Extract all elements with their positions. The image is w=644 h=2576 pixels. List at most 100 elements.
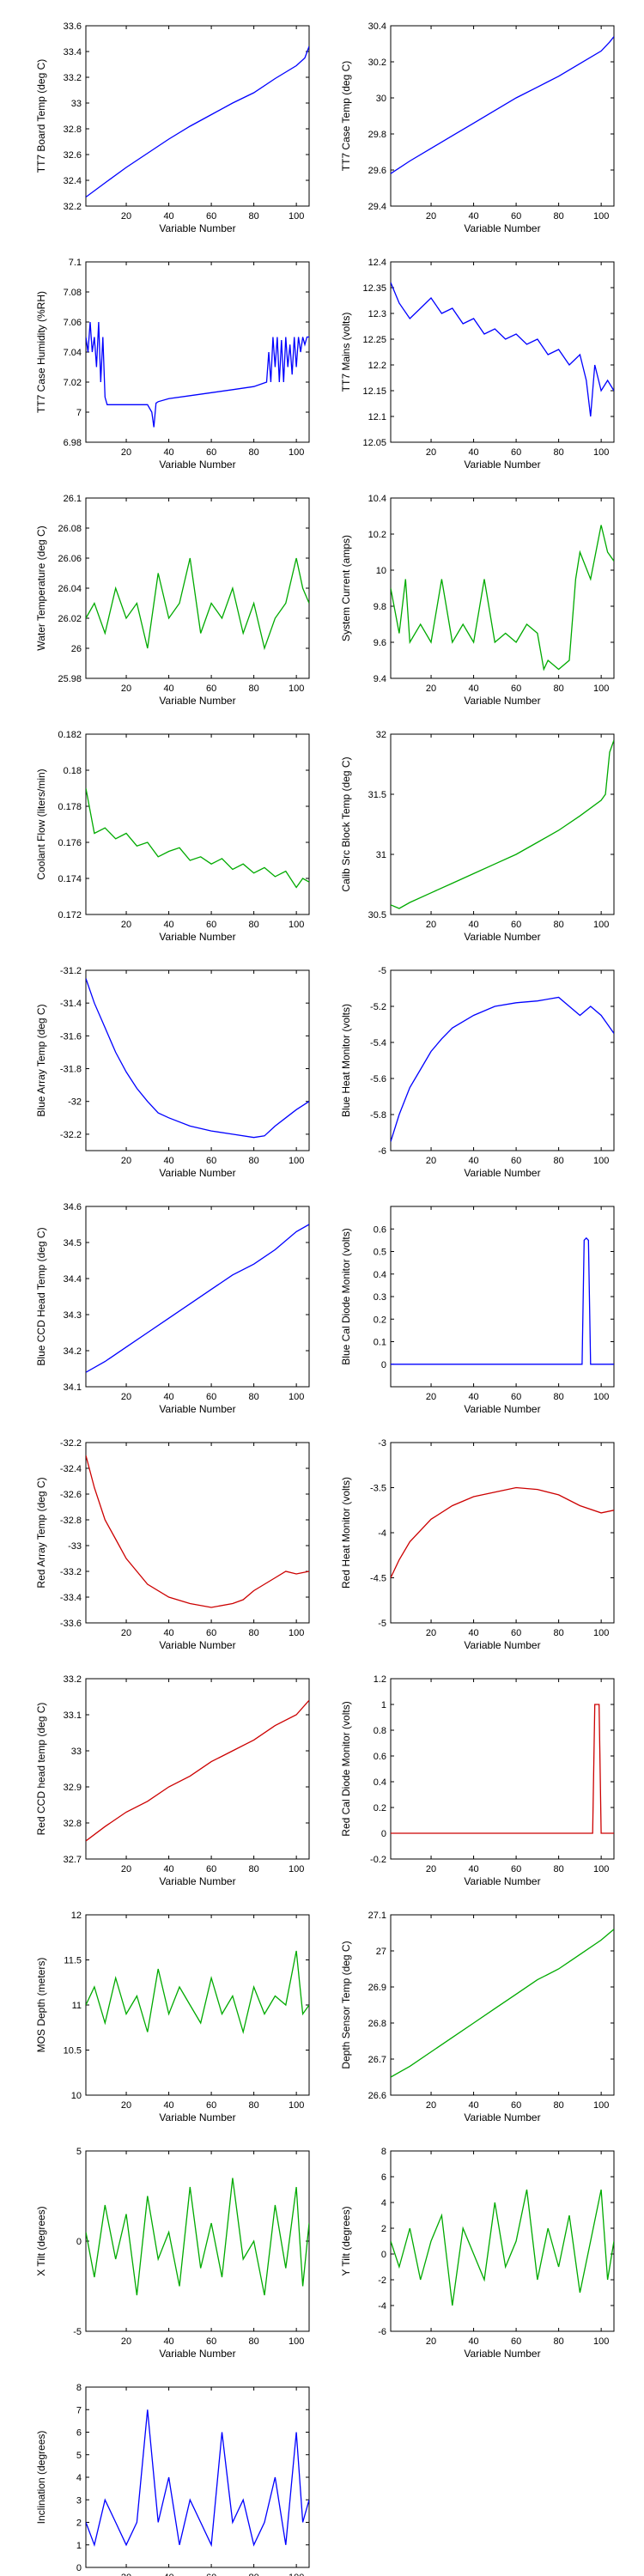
x-tick-label: 60	[206, 1392, 216, 1402]
y-axis-label: Blue Cal Diode Monitor (volts)	[340, 1228, 352, 1364]
chart-panel: 20 40 60 80 100 -5 0 5 Variable Number X Tilt (de…	[35, 2147, 310, 2360]
x-tick-label: 80	[553, 1628, 563, 1638]
x-tick-label: 100	[289, 920, 304, 930]
x-tick-label: 20	[121, 683, 131, 694]
y-tick-label: 34.6	[64, 1202, 82, 1212]
y-tick-label: 12.2	[368, 361, 386, 371]
y-axis-label: TT7 Case Temp (deg C)	[340, 61, 352, 172]
x-tick-label: 60	[511, 2336, 521, 2347]
y-tick-label: 0.172	[58, 910, 82, 920]
chart-panel: 20 40 60 80 100 32.2 32.4 32.6 32.8 33 33.2 33.4 33.…	[35, 21, 310, 234]
y-tick-label: -5.6	[370, 1074, 386, 1084]
chart-panel: 20 40 60 80 100 25.98 26 26.02 26.04 26.06 26.08 26…	[35, 494, 310, 707]
x-tick-label: 60	[206, 1628, 216, 1638]
y-tick-label: 9.6	[374, 638, 386, 648]
series-line	[86, 787, 309, 889]
x-tick-label: 60	[206, 1864, 216, 1874]
series-line	[86, 1224, 309, 1373]
x-tick-label: 80	[553, 1864, 563, 1874]
x-tick-label: 20	[426, 2336, 436, 2347]
y-tick-label: 33.1	[64, 1710, 82, 1721]
x-tick-label: 40	[163, 2100, 173, 2111]
x-tick-label: 40	[163, 2336, 173, 2347]
x-axis-label: Variable Number	[159, 459, 235, 471]
x-tick-label: 40	[163, 2573, 173, 2576]
x-tick-label: 40	[468, 920, 478, 930]
y-tick-label: 26.6	[368, 2091, 386, 2101]
y-tick-label: -31.6	[60, 1031, 82, 1042]
y-tick-label: 12	[71, 1911, 82, 1921]
x-tick-label: 80	[248, 1392, 258, 1402]
x-tick-label: 80	[553, 920, 563, 930]
y-tick-label: 32.8	[64, 125, 82, 135]
x-tick-label: 40	[163, 1864, 173, 1874]
y-tick-label: -32	[68, 1097, 82, 1108]
y-axis-label: Blue Heat Monitor (volts)	[340, 1004, 352, 1117]
x-tick-label: 20	[121, 1628, 131, 1638]
x-tick-label: 60	[206, 2336, 216, 2347]
y-tick-label: 27.1	[368, 1911, 386, 1921]
plot-frame	[85, 969, 310, 1151]
y-tick-label: 5	[76, 2451, 82, 2461]
x-tick-label: 20	[426, 920, 436, 930]
x-tick-label: 40	[163, 1156, 173, 1166]
y-axis-label: System Current (amps)	[340, 535, 352, 641]
y-tick-label: 0.6	[374, 1224, 386, 1235]
y-axis-label: TT7 Board Temp (deg C)	[35, 59, 47, 173]
y-tick-label: 26.04	[58, 584, 82, 594]
y-tick-label: 8	[76, 2383, 82, 2393]
y-tick-label: 32.4	[64, 176, 82, 186]
x-tick-label: 40	[163, 1628, 173, 1638]
y-tick-label: 32	[376, 730, 386, 740]
y-tick-label: 26.7	[368, 2055, 386, 2065]
plot-frame	[390, 25, 615, 207]
x-tick-label: 80	[248, 920, 258, 930]
y-tick-label: 0.5	[374, 1248, 386, 1258]
y-tick-label: 2	[381, 2224, 386, 2234]
x-tick-label: 80	[248, 683, 258, 694]
y-tick-label: 12.1	[368, 412, 386, 422]
y-tick-label: -3.5	[370, 1484, 386, 1494]
x-tick-label: 80	[248, 2336, 258, 2347]
x-tick-label: 40	[163, 683, 173, 694]
x-tick-label: 60	[206, 211, 216, 222]
x-tick-label: 40	[163, 211, 173, 222]
plot-frame	[85, 1914, 310, 2096]
y-tick-label: -4	[378, 2301, 386, 2312]
y-tick-label: 11.5	[64, 1956, 82, 1966]
y-tick-label: 0	[76, 2563, 82, 2573]
x-tick-label: 80	[248, 2100, 258, 2111]
x-tick-label: 40	[163, 920, 173, 930]
x-tick-label: 100	[289, 683, 304, 694]
series-line	[391, 1486, 614, 1578]
y-tick-label: 34.5	[64, 1238, 82, 1249]
series-line	[391, 282, 614, 417]
x-tick-label: 20	[121, 1864, 131, 1874]
x-tick-label: 100	[593, 447, 609, 458]
y-tick-label: 0.2	[374, 1315, 386, 1325]
x-tick-label: 60	[511, 447, 521, 458]
y-axis-label: Water Temperature (deg C)	[35, 526, 47, 650]
x-axis-label: Variable Number	[159, 1403, 235, 1415]
x-tick-label: 60	[511, 1392, 521, 1402]
y-tick-label: 0.4	[374, 1270, 386, 1280]
x-tick-label: 100	[289, 1156, 304, 1166]
x-tick-label: 40	[468, 2100, 478, 2111]
y-axis-label: Depth Sensor Temp (deg C)	[340, 1941, 352, 2069]
y-tick-label: 9.8	[374, 602, 386, 612]
plot-frame	[390, 1442, 615, 1624]
y-axis-label: Red Array Temp (deg C)	[35, 1477, 47, 1588]
y-tick-label: -32.8	[60, 1516, 82, 1526]
y-tick-label: 0	[381, 2250, 386, 2260]
x-tick-label: 100	[289, 2100, 304, 2111]
x-tick-label: 100	[593, 1156, 609, 1166]
y-tick-label: 29.4	[368, 202, 386, 212]
x-tick-label: 80	[553, 1392, 563, 1402]
x-tick-label: 40	[163, 1392, 173, 1402]
y-tick-label: 6.98	[64, 438, 82, 448]
x-tick-label: 20	[426, 2100, 436, 2111]
plot-frame	[85, 1206, 310, 1388]
x-tick-label: 100	[289, 1864, 304, 1874]
x-axis-label: Variable Number	[464, 459, 540, 471]
x-tick-label: 60	[511, 920, 521, 930]
